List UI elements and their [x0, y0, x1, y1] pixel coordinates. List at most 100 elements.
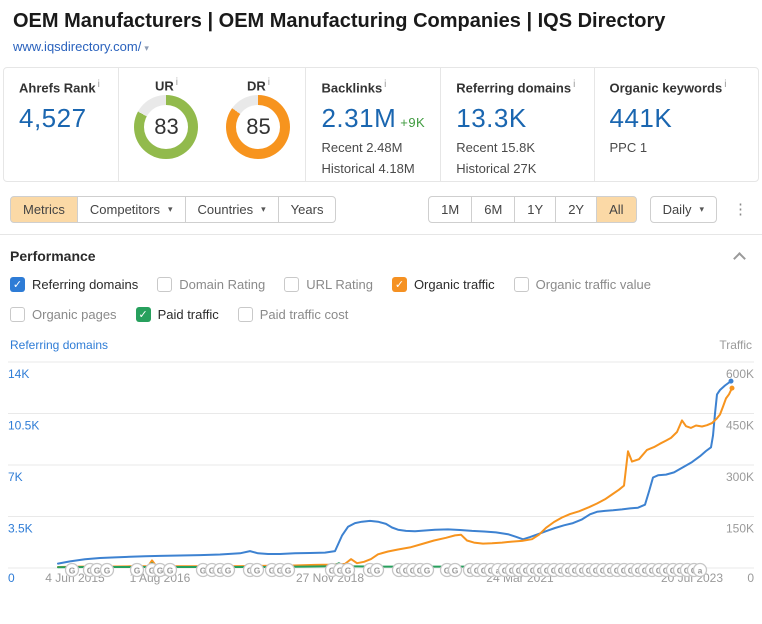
granularity-value: Daily: [662, 202, 692, 217]
google-update-marker[interactable]: [419, 562, 435, 578]
google-update-letter: G: [157, 566, 164, 576]
card-ratings: UR i 83 DR i 85: [118, 68, 305, 181]
filter-organic-traffic-value[interactable]: Organic traffic value: [513, 277, 651, 292]
range-2y[interactable]: 2Y: [555, 196, 598, 223]
filter-paid-traffic-cost[interactable]: Paid traffic cost: [237, 307, 349, 322]
right-axis-zero: 0: [747, 571, 754, 585]
right-axis-tick: 300K: [726, 470, 754, 484]
filter-referring-domains[interactable]: ✓ Referring domains: [10, 277, 138, 292]
range-6m[interactable]: 6M: [471, 196, 516, 223]
info-icon[interactable]: i: [573, 79, 576, 90]
google-update-letter: G: [424, 566, 431, 576]
google-update-marker[interactable]: [280, 562, 296, 578]
granularity-dropdown[interactable]: Daily ▾: [649, 196, 717, 223]
tab-years[interactable]: Years: [277, 196, 337, 223]
google-update-letter: G: [452, 566, 459, 576]
referring-domains-historical: Historical 27K: [456, 161, 537, 177]
filter-label: Paid traffic cost: [259, 307, 349, 322]
info-icon[interactable]: i: [384, 79, 387, 90]
google-update-letter: G: [285, 566, 292, 576]
tab-metrics[interactable]: Metrics: [10, 196, 78, 223]
url-dropdown-caret-icon[interactable]: ▾: [144, 43, 149, 53]
google-update-letter: G: [200, 566, 207, 576]
more-options-button[interactable]: ⋮: [733, 200, 748, 218]
performance-section: Performance ✓ Referring domains Domain Rat…: [0, 248, 762, 592]
google-update-marker[interactable]: [447, 562, 463, 578]
right-axis-title: Traffic: [719, 338, 752, 352]
date-range-buttons: 1M 6M 1Y 2Y All: [428, 196, 637, 223]
checked-checkbox-icon[interactable]: ✓: [391, 277, 407, 292]
button-label: 2Y: [568, 202, 585, 217]
dr-label: DR i: [246, 77, 270, 94]
collapse-chevron-icon[interactable]: [733, 251, 746, 265]
backlinks-value: 2.31M +9K: [321, 103, 426, 134]
filter-domain-rating[interactable]: Domain Rating: [157, 277, 265, 292]
google-update-letter: G: [345, 566, 352, 576]
info-icon[interactable]: i: [175, 77, 178, 88]
left-axis-zero: 0: [8, 571, 15, 585]
ur-donut-ring: 83: [134, 95, 199, 160]
target-url-link[interactable]: www.iqsdirectory.com/: [13, 39, 142, 54]
unchecked-checkbox-icon[interactable]: [157, 277, 173, 292]
range-all[interactable]: All: [596, 196, 637, 223]
organic-keywords-label: Organic keywords i: [609, 79, 727, 96]
filter-url-rating[interactable]: URL Rating: [284, 277, 373, 292]
google-update-letter: a: [698, 566, 703, 576]
checked-checkbox-icon[interactable]: ✓: [10, 277, 25, 292]
info-icon[interactable]: i: [267, 77, 270, 88]
range-1y[interactable]: 1Y: [514, 196, 557, 223]
unchecked-checkbox-icon[interactable]: [513, 277, 529, 292]
filter-organic-pages[interactable]: Organic pages: [10, 307, 117, 322]
filter-label: Referring domains: [32, 277, 139, 292]
google-update-letter: G: [69, 566, 76, 576]
filter-organic-traffic[interactable]: ✓ Organic traffic: [391, 277, 495, 292]
google-update-marker[interactable]: [129, 562, 145, 578]
checked-checkbox-icon[interactable]: ✓: [135, 307, 151, 322]
google-update-marker[interactable]: [220, 562, 236, 578]
tab-competitors[interactable]: Competitors ▾: [76, 196, 186, 223]
button-label: 1Y: [527, 202, 544, 217]
filter-label: Organic pages: [32, 307, 117, 322]
filter-label: Domain Rating: [179, 277, 266, 292]
backlinks-historical: Historical 4.18M: [321, 161, 415, 177]
google-update-letter: G: [337, 566, 344, 576]
chevron-down-icon: ▾: [261, 204, 266, 214]
google-update-marker[interactable]: [692, 562, 708, 578]
info-icon[interactable]: i: [724, 79, 727, 90]
filter-paid-traffic[interactable]: ✓ Paid traffic: [135, 307, 219, 322]
google-update-letter: G: [134, 566, 141, 576]
ur-label: UR i: [154, 77, 178, 94]
performance-title: Performance: [10, 248, 96, 264]
chevron-down-icon: ▾: [699, 204, 704, 214]
google-update-marker[interactable]: [99, 562, 115, 578]
button-label: Years: [290, 202, 324, 217]
left-axis-tick: 3.5K: [8, 522, 33, 536]
google-update-marker[interactable]: [162, 562, 178, 578]
google-update-marker[interactable]: [369, 562, 385, 578]
google-update-marker[interactable]: [64, 562, 80, 578]
info-icon[interactable]: i: [97, 79, 100, 90]
filter-label: Organic traffic: [413, 277, 495, 292]
google-update-letter: G: [269, 566, 276, 576]
filter-label: Paid traffic: [157, 307, 219, 322]
button-label: 6M: [484, 202, 503, 217]
tab-countries[interactable]: Countries ▾: [184, 196, 279, 223]
ur-value: 83: [154, 114, 179, 140]
page-header: OEM Manufacturers | OEM Manufacturing Co…: [0, 8, 762, 54]
range-1m[interactable]: 1M: [428, 196, 473, 223]
google-update-letter: G: [209, 566, 216, 576]
google-update-marker[interactable]: [340, 562, 356, 578]
referring-domains-value: 13.3K: [456, 103, 527, 134]
dr-donut-ring: 85: [226, 95, 291, 160]
google-update-letter: G: [217, 566, 224, 576]
series-end-dot: [729, 385, 735, 391]
unchecked-checkbox-icon[interactable]: [284, 277, 300, 292]
metrics-cards: Ahrefs Rank i 4,527 UR i 83 DR i 85 Backlin…: [3, 67, 759, 182]
page-title: OEM Manufacturers | OEM Manufacturing Co…: [13, 10, 666, 32]
unchecked-checkbox-icon[interactable]: [10, 307, 25, 322]
google-update-marker[interactable]: [249, 562, 265, 578]
organic-keywords-value: 441K: [609, 103, 673, 134]
chevron-down-icon: ▾: [167, 204, 173, 214]
button-label: Metrics: [23, 202, 65, 217]
unchecked-checkbox-icon[interactable]: [237, 307, 253, 322]
